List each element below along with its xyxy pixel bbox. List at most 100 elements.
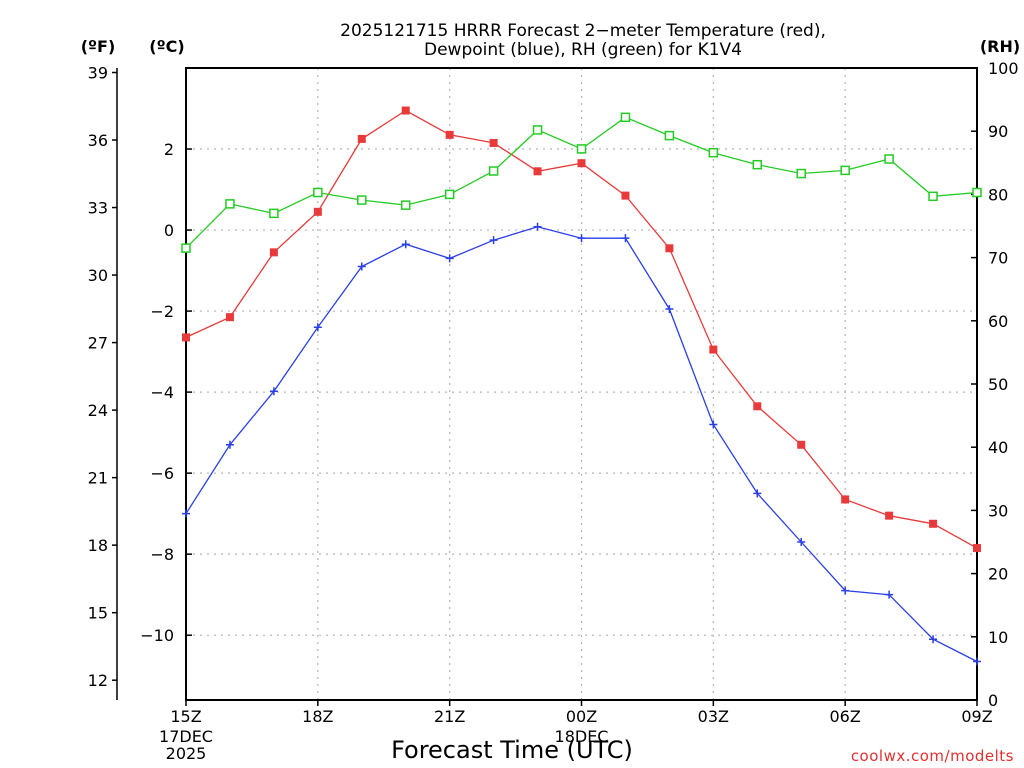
rh-point <box>620 112 631 123</box>
dewpoint-point <box>489 236 498 245</box>
fahrenheit-tick-label: 27 <box>88 334 108 353</box>
x-tick-sublabel: 2025 <box>166 744 207 763</box>
celsius-unit-label: (ºC) <box>149 37 184 56</box>
fahrenheit-tick-label: 24 <box>88 401 108 420</box>
celsius-tick-label: −8 <box>150 545 174 564</box>
celsius-tick-label: 2 <box>164 140 174 159</box>
temperature-point <box>621 191 630 200</box>
temperature-point <box>885 511 894 520</box>
temperature-point <box>753 402 762 411</box>
x-tick-label: 03Z <box>698 707 729 726</box>
fahrenheit-tick-label: 21 <box>88 469 108 488</box>
rh-tick-label: 0 <box>988 691 998 710</box>
fahrenheit-tick-label: 39 <box>88 64 108 83</box>
fahrenheit-tick-label: 36 <box>88 131 108 150</box>
chart-title-line-2: Dewpoint (blue), RH (green) for K1V4 <box>424 40 742 60</box>
temperature-point <box>313 207 322 216</box>
rh-point <box>488 166 499 176</box>
x-tick-label: 15Z <box>170 707 201 726</box>
dewpoint-point <box>797 538 806 546</box>
credit-text: coolwx.com/modelts <box>851 747 1014 765</box>
temperature-point <box>929 519 938 528</box>
temperature-point <box>401 106 410 115</box>
temperature-point <box>357 134 366 143</box>
dewpoint-point <box>885 590 894 599</box>
celsius-tick-label: −4 <box>150 383 174 402</box>
data-series <box>181 106 982 666</box>
x-tick-sublabel: 17DEC <box>159 727 213 746</box>
temperature-point <box>797 440 806 449</box>
rh-tick-label: 20 <box>988 565 1008 584</box>
rh-point <box>269 208 279 219</box>
rh-tick-label: 40 <box>988 438 1008 457</box>
dewpoint-point <box>357 262 366 271</box>
temperature-point <box>841 495 850 504</box>
rh-tick-label: 100 <box>988 59 1019 78</box>
x-tick-label: 06Z <box>830 707 861 726</box>
dewpoint-point <box>225 440 234 449</box>
rh-point <box>840 165 850 176</box>
dewpoint-point <box>445 254 454 263</box>
temperature-point <box>709 345 718 354</box>
rh-tick-label: 90 <box>988 122 1008 141</box>
dewpoint-point <box>753 489 762 498</box>
chart-title-line-1: 2025121715 HRRR Forecast 2−meter Tempera… <box>340 21 826 41</box>
rh-point <box>972 187 982 198</box>
rh-point <box>664 130 675 141</box>
axes: 3936333027242118151220−2−4−6−8−100102030… <box>88 59 1019 763</box>
rh-tick-label: 70 <box>988 249 1008 268</box>
rh-point <box>884 154 894 164</box>
rh-point <box>181 243 191 253</box>
rh-tick-label: 60 <box>988 312 1008 331</box>
rh-line <box>185 116 978 249</box>
dewpoint-point <box>401 240 410 249</box>
rh-tick-label: 10 <box>988 628 1008 647</box>
rh-point <box>708 147 719 158</box>
x-axis-label: Forecast Time (UTC) <box>391 736 633 764</box>
celsius-tick-label: −10 <box>140 626 174 645</box>
rh-point <box>357 195 367 205</box>
temperature-point <box>445 130 454 139</box>
dewpoint-point <box>973 657 981 666</box>
rh-tick-label: 50 <box>988 375 1008 394</box>
dewpoint-point <box>929 635 938 644</box>
rh-point <box>400 200 411 210</box>
temperature-point <box>533 167 542 176</box>
rh-point <box>444 189 455 200</box>
rh-tick-label: 30 <box>988 501 1008 520</box>
rh-point <box>796 168 806 179</box>
rh-point <box>532 125 543 135</box>
x-tick-label: 00Z <box>566 707 597 726</box>
dewpoint-point <box>709 420 718 429</box>
dewpoint-point <box>841 586 850 595</box>
rh-unit-label: (RH) <box>980 37 1020 56</box>
rh-point <box>313 187 323 198</box>
rh-point <box>225 199 235 209</box>
rh-tick-label: 80 <box>988 185 1008 204</box>
temperature-point <box>665 244 674 253</box>
rh-point <box>576 144 587 154</box>
temperature-point <box>577 159 586 168</box>
fahrenheit-unit-label: (ºF) <box>81 37 116 56</box>
celsius-tick-label: −6 <box>150 464 174 483</box>
fahrenheit-tick-label: 15 <box>88 604 108 623</box>
x-tick-sublabel: 18DEC <box>555 727 609 746</box>
fahrenheit-tick-label: 18 <box>88 536 108 555</box>
temperature-point <box>182 333 190 342</box>
x-tick-label: 18Z <box>302 707 333 726</box>
dewpoint-point <box>621 234 630 243</box>
dewpoint-point <box>577 234 586 243</box>
dewpoint-point <box>313 323 322 332</box>
rh-point <box>752 159 763 170</box>
fahrenheit-tick-label: 33 <box>88 199 108 218</box>
dewpoint-point <box>269 387 278 396</box>
grid <box>186 68 977 700</box>
dewpoint-point <box>665 305 674 314</box>
rh-point <box>928 191 938 202</box>
temperature-point <box>269 248 278 257</box>
temperature-point <box>489 138 498 147</box>
dewpoint-point <box>182 509 190 518</box>
x-tick-label: 21Z <box>434 707 465 726</box>
dewpoint-point <box>533 222 542 231</box>
